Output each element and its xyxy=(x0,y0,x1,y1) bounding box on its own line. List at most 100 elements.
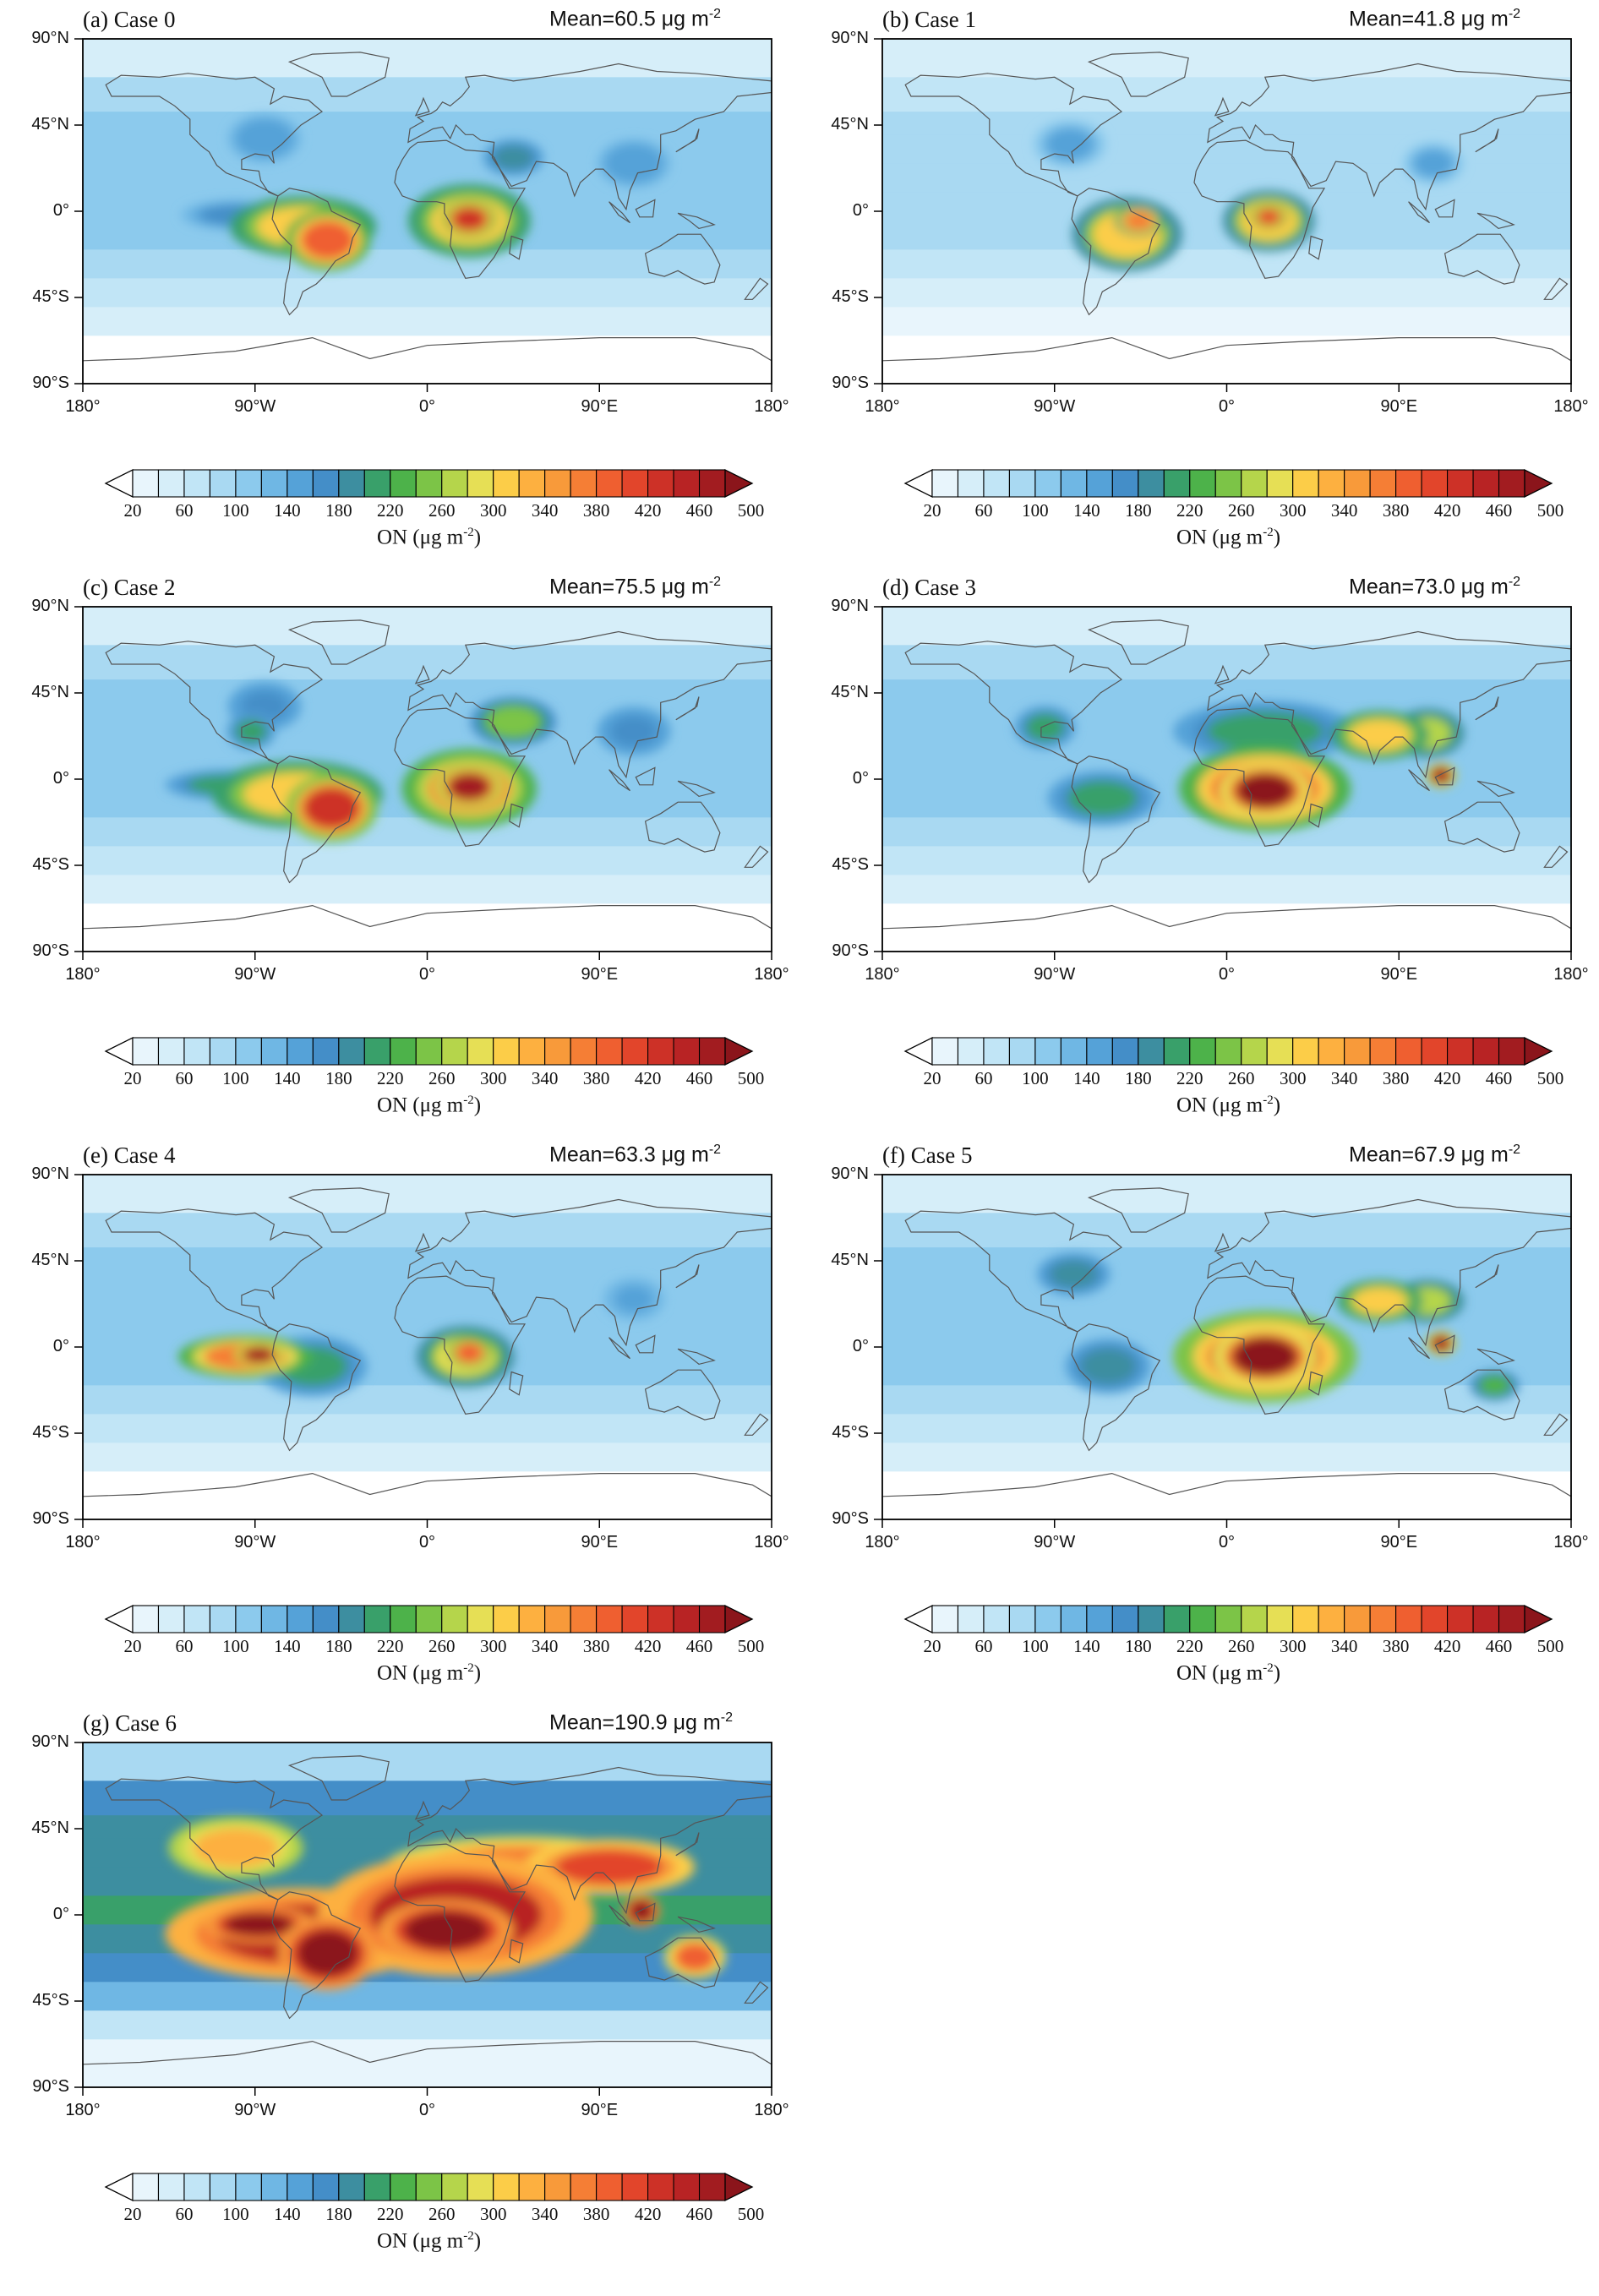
colorbar-box xyxy=(209,1037,237,1066)
lon-tick-label: 180° xyxy=(754,1533,789,1552)
colorbar-box xyxy=(415,469,443,498)
colorbar-box xyxy=(312,1605,340,1633)
latitude-band xyxy=(882,335,1571,384)
coastline xyxy=(1308,803,1323,828)
mean-value: 75.5 xyxy=(614,575,656,599)
coastline xyxy=(271,188,362,316)
colorbar-box xyxy=(1008,469,1036,498)
coastline xyxy=(744,1981,769,2004)
colorbar xyxy=(903,1036,1553,1066)
colorbar-box xyxy=(467,2173,494,2201)
coastline xyxy=(105,1208,324,1333)
colorbar-title-exponent: -2 xyxy=(463,1661,474,1675)
coastline xyxy=(407,63,772,211)
concentration-blob xyxy=(243,1347,275,1363)
concentration-blob xyxy=(610,716,658,747)
mean-unit: μg m xyxy=(655,575,709,599)
map-panel: (e) Case 4 Mean=63.3 μg m-2 90°N 45°N 0° 45°S… xyxy=(0,1136,800,1685)
colorbar-title-text: ON (μg m xyxy=(1176,1093,1263,1117)
colorbar-tick-label: 260 xyxy=(1227,1068,1255,1088)
latitude-band xyxy=(882,1442,1571,1473)
colorbar-box xyxy=(1292,469,1319,498)
latitude-band xyxy=(882,1414,1571,1444)
colorbar-box xyxy=(338,469,365,498)
coastline xyxy=(1434,766,1455,786)
colorbar-box xyxy=(673,1037,701,1066)
coastline xyxy=(882,904,1571,952)
panel-title: (b) Case 1 xyxy=(882,7,976,32)
coastline xyxy=(744,1413,769,1436)
map-panel: (g) Case 6 Mean=190.9 μg m-2 90°N 45°N 0° 45°… xyxy=(0,1704,800,2253)
colorbar-tick-label: 220 xyxy=(377,1068,404,1088)
colorbar-tick-label: 300 xyxy=(479,2204,507,2224)
lon-tick-label: 0° xyxy=(418,2101,436,2119)
colorbar-title-close: ) xyxy=(1273,1093,1281,1117)
concentration-blob xyxy=(675,1944,715,1971)
lon-tick-label: 90°W xyxy=(234,965,276,984)
lon-tick-label: 90°E xyxy=(1380,1533,1418,1552)
concentration-blob xyxy=(1123,211,1154,231)
colorbar-title-text: ON (μg m xyxy=(376,2229,464,2253)
colorbar-box xyxy=(415,1605,443,1633)
colorbar-box xyxy=(183,1037,210,1066)
field-layer xyxy=(882,39,1571,384)
colorbar-box xyxy=(467,469,494,498)
coastline xyxy=(105,641,324,765)
lat-tick-label: 45°S xyxy=(832,287,869,306)
colorbar-tick-label: 140 xyxy=(274,1068,301,1088)
latitude-band xyxy=(83,2010,772,2041)
colorbar-tick-label: 340 xyxy=(1330,1636,1358,1656)
colorbar-box xyxy=(1447,1037,1474,1066)
mean-prefix: Mean= xyxy=(1349,575,1415,599)
colorbar-tick-label: 60 xyxy=(175,500,194,521)
coastline xyxy=(1408,201,1430,224)
coastline xyxy=(407,630,772,779)
colorbar-tick-label: 420 xyxy=(634,1636,662,1656)
colorbar-tick-label: 380 xyxy=(1382,1636,1410,1656)
colorbar-box xyxy=(1111,1037,1139,1066)
lon-tick-label: 90°E xyxy=(1380,397,1418,416)
coastline xyxy=(1476,1348,1515,1366)
colorbar xyxy=(104,1036,754,1066)
colorbar-box xyxy=(698,1605,726,1633)
lon-tick-label: 0° xyxy=(1218,397,1236,416)
colorbar-box xyxy=(363,1605,391,1633)
lat-tick-label: 90°N xyxy=(831,29,869,47)
coastline xyxy=(287,1755,390,1801)
colorbar-box xyxy=(132,1037,160,1066)
colorbar-box xyxy=(570,2173,598,2201)
colorbar-tick-label: 380 xyxy=(582,1068,610,1088)
colorbar-tick-label: 260 xyxy=(1227,1636,1255,1656)
colorbar-min-arrow xyxy=(903,1036,933,1066)
coastline xyxy=(105,73,324,197)
colorbar-box xyxy=(983,1605,1010,1633)
coastline xyxy=(904,73,1123,197)
colorbar-box xyxy=(698,2173,726,2201)
coastline xyxy=(1207,63,1571,211)
colorbar-tick-label: 460 xyxy=(1485,1068,1513,1088)
panel-title: (c) Case 2 xyxy=(83,575,176,600)
colorbar-box xyxy=(931,1605,959,1633)
lat-tick-label: 45°N xyxy=(31,683,69,701)
colorbar-tick-label: 300 xyxy=(1279,500,1307,521)
colorbar-box xyxy=(415,1037,443,1066)
mean-prefix: Mean= xyxy=(549,575,615,599)
colorbar-tick-label: 460 xyxy=(1485,500,1513,521)
map-svg xyxy=(874,606,1572,1066)
concentration-blob xyxy=(1352,1287,1407,1315)
lat-tick-label: 90°N xyxy=(31,1164,69,1183)
colorbar-title-text: ON (μg m xyxy=(376,1093,464,1117)
mean-value: 73.0 xyxy=(1414,575,1455,599)
colorbar-box xyxy=(1034,1605,1061,1633)
colorbar-box xyxy=(1344,1037,1371,1066)
coastline xyxy=(287,1187,390,1233)
colorbar-box xyxy=(1344,469,1371,498)
colorbar-title-close: ) xyxy=(1273,1661,1281,1685)
colorbar xyxy=(903,1604,1553,1634)
colorbar-box xyxy=(235,1037,262,1066)
colorbar-min-arrow xyxy=(104,468,134,499)
colorbar-box xyxy=(596,1037,623,1066)
coastline xyxy=(1071,1323,1161,1452)
coastlines xyxy=(83,1755,772,2087)
colorbar-box xyxy=(931,1037,959,1066)
